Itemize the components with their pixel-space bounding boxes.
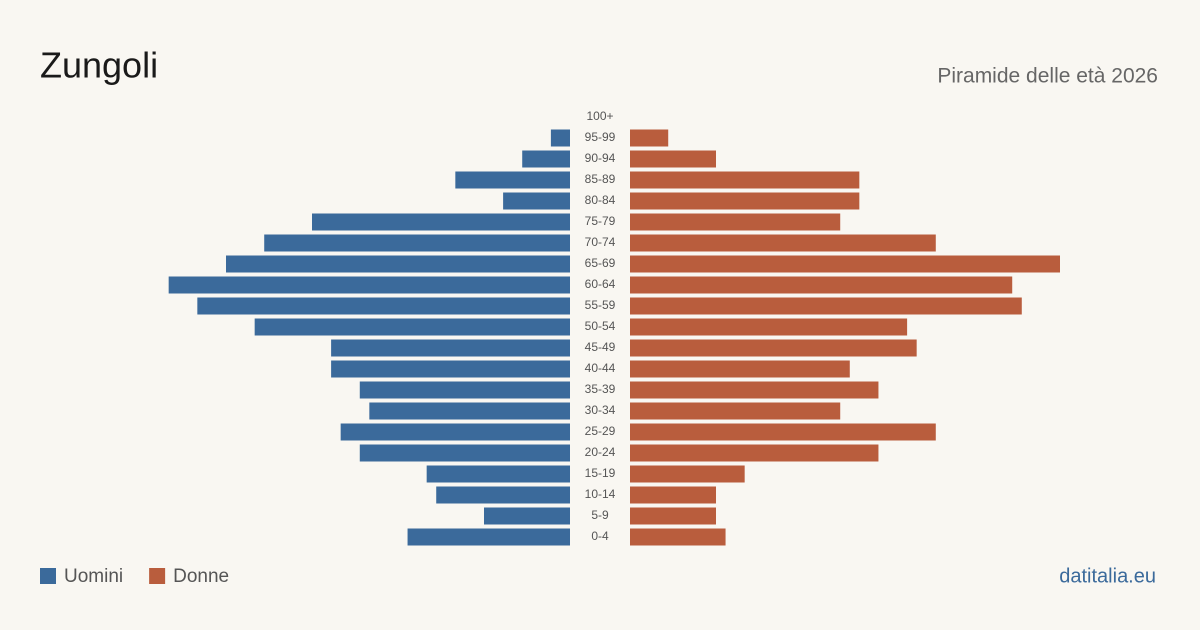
bar	[630, 129, 669, 147]
bar	[630, 423, 936, 441]
bar	[630, 213, 841, 231]
bar	[168, 276, 570, 294]
age-label: 75-79	[585, 214, 616, 228]
bar	[630, 192, 860, 210]
age-label: 60-64	[585, 277, 616, 291]
age-label: 35-39	[585, 382, 616, 396]
age-label: 70-74	[585, 235, 616, 249]
bar	[630, 528, 726, 546]
bar	[331, 360, 570, 378]
age-label: 5-9	[591, 508, 609, 522]
age-label: 85-89	[585, 172, 616, 186]
legend-label: Uomini	[64, 566, 123, 587]
bar	[630, 486, 716, 504]
bar	[197, 297, 571, 315]
age-label: 45-49	[585, 340, 616, 354]
age-label: 10-14	[585, 487, 616, 501]
bar	[426, 465, 570, 483]
age-label: 80-84	[585, 193, 616, 207]
bar	[630, 171, 860, 189]
bar	[254, 318, 570, 336]
bar	[407, 528, 570, 546]
age-label: 90-94	[585, 151, 616, 165]
age-label: 0-4	[591, 529, 609, 543]
age-label: 30-34	[585, 403, 616, 417]
bar	[226, 255, 570, 273]
bar	[550, 129, 570, 147]
bar	[630, 381, 879, 399]
bar	[312, 213, 570, 231]
bar	[630, 402, 841, 420]
bar	[369, 402, 570, 420]
bar	[630, 444, 879, 462]
bar	[264, 234, 570, 252]
age-label: 95-99	[585, 130, 616, 144]
legend-swatch	[40, 568, 56, 584]
bar	[503, 192, 570, 210]
bar	[630, 234, 936, 252]
source: datitalia.eu	[1059, 565, 1156, 587]
bar	[455, 171, 570, 189]
age-label: 20-24	[585, 445, 616, 459]
bar	[359, 444, 570, 462]
age-label: 65-69	[585, 256, 616, 270]
bar	[484, 507, 570, 525]
bar	[630, 465, 745, 483]
chart-subtitle: Piramide delle età 2026	[937, 65, 1158, 88]
age-label: 50-54	[585, 319, 616, 333]
bar	[630, 255, 1060, 273]
bar	[630, 507, 716, 525]
bar	[630, 318, 908, 336]
bar	[359, 381, 570, 399]
age-label: 25-29	[585, 424, 616, 438]
bar	[630, 276, 1013, 294]
age-label: 55-59	[585, 298, 616, 312]
age-label: 15-19	[585, 466, 616, 480]
legend-swatch	[149, 568, 166, 584]
bar	[522, 150, 570, 168]
legend-label: Donne	[173, 566, 229, 587]
bar	[340, 423, 570, 441]
bar	[331, 339, 570, 357]
age-label: 100+	[586, 109, 613, 123]
bar	[630, 360, 850, 378]
bar	[436, 486, 570, 504]
bar	[630, 339, 917, 357]
chart-title: Zungoli	[40, 45, 158, 86]
age-label: 40-44	[585, 361, 616, 375]
bar	[630, 297, 1022, 315]
bar	[630, 150, 716, 168]
